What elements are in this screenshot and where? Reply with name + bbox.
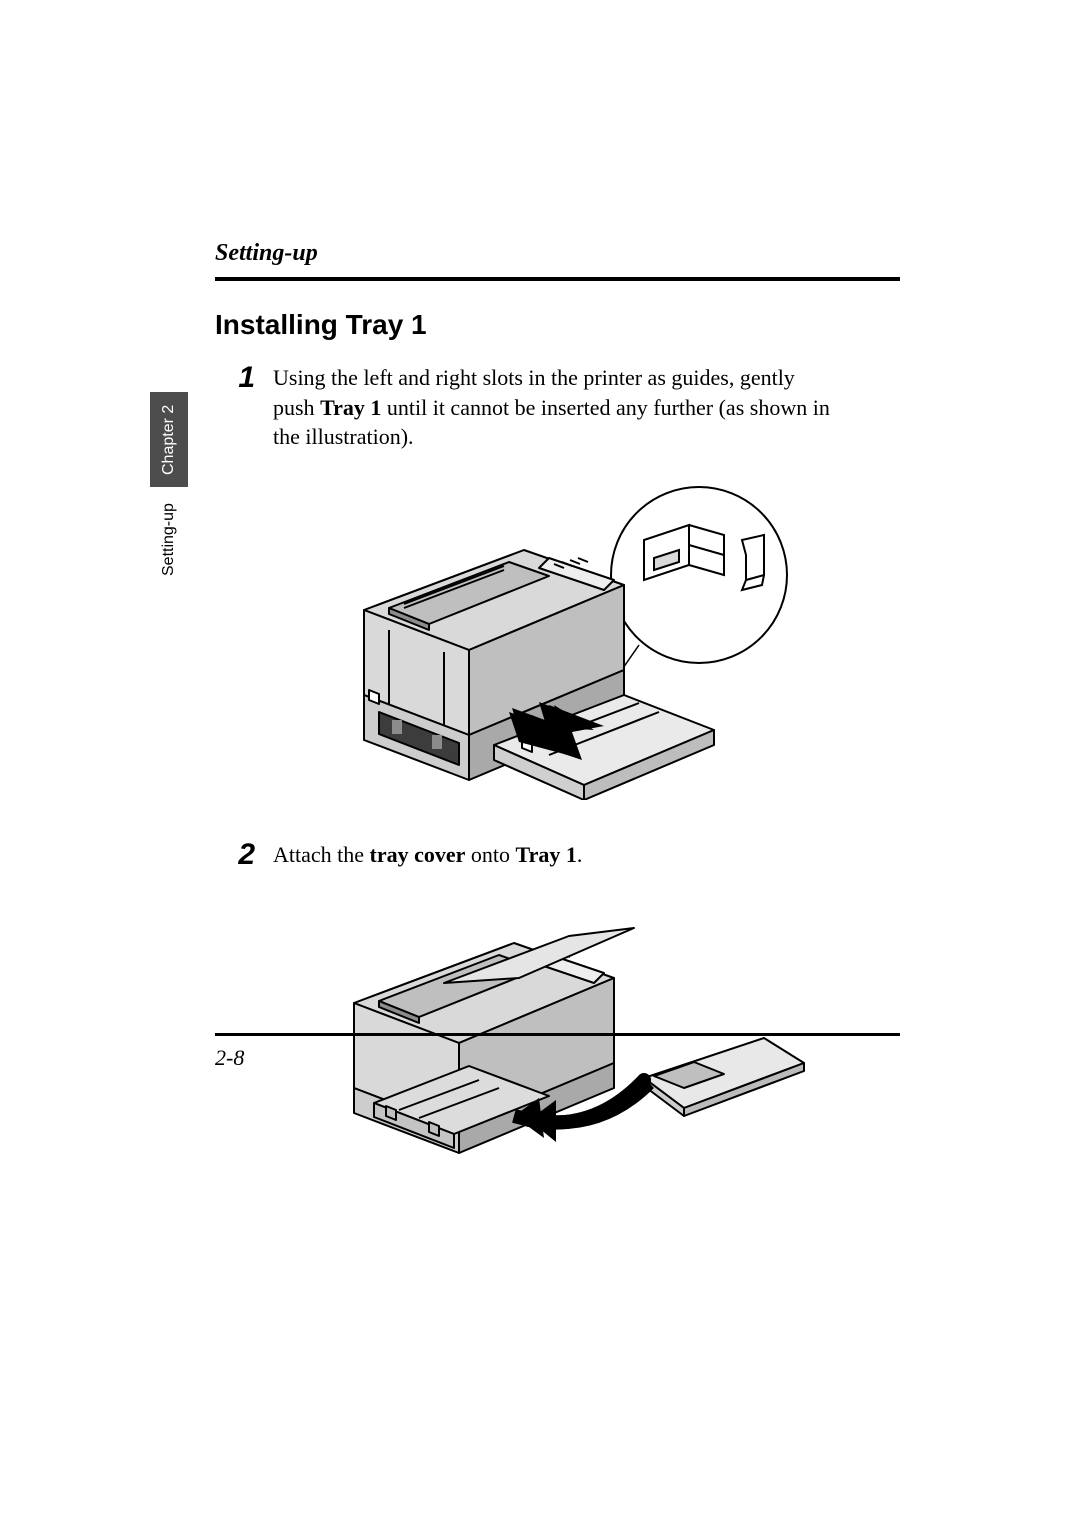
running-head: Setting-up (215, 240, 900, 267)
bold-text: Tray 1 (516, 842, 577, 867)
side-tab-chapter: Chapter 2 (150, 392, 188, 487)
step-body: Attach the tray cover onto Tray 1. (273, 840, 582, 870)
bold-text: Tray 1 (320, 395, 381, 420)
step-number: 2 (229, 840, 255, 870)
printer-insert-tray-illustration (294, 480, 814, 800)
text: . (577, 842, 583, 867)
steps-container: 1 Using the left and right slots in the … (229, 363, 900, 1158)
side-tab-section: Setting-up (150, 492, 188, 587)
text: Attach the (273, 842, 370, 867)
text: onto (465, 842, 515, 867)
bold-text: tray cover (370, 842, 466, 867)
step-2: 2 Attach the tray cover onto Tray 1. (229, 840, 900, 870)
figure-1 (274, 480, 834, 800)
header-rule (215, 277, 900, 281)
section-title: Installing Tray 1 (215, 309, 900, 341)
page-number: 2-8 (215, 1045, 244, 1071)
page: Setting-up Installing Tray 1 1 Using the… (0, 0, 1080, 1528)
step-number: 1 (229, 363, 255, 393)
side-tab: Chapter 2 Setting-up (150, 392, 188, 592)
step-1: 1 Using the left and right slots in the … (229, 363, 900, 452)
footer-rule (215, 1033, 900, 1036)
step-body: Using the left and right slots in the pr… (273, 363, 833, 452)
printer-attach-cover-illustration (294, 898, 814, 1158)
figure-2 (274, 898, 834, 1158)
